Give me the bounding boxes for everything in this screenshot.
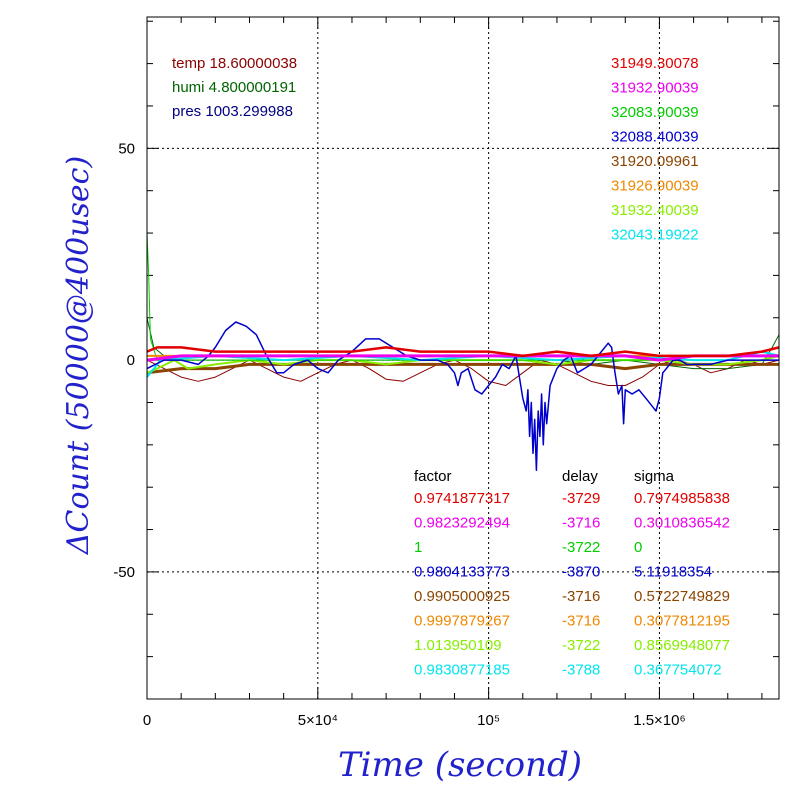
table-cell-factor: 0.9830877185 — [414, 662, 510, 679]
x-tick-label: 5×10⁴ — [298, 712, 338, 729]
table-cell-factor: 0.9741877317 — [414, 490, 510, 507]
baseline-value: 32088.40039 — [611, 129, 699, 146]
x-tick-label: 0 — [143, 712, 151, 729]
table-header-delay: delay — [562, 468, 598, 485]
baseline-value: 32083.90039 — [611, 104, 699, 121]
baseline-readout: 31949.30078 31932.90039 32083.90039 32088.4… — [611, 55, 699, 244]
table-cell-delay: -3716 — [562, 588, 600, 605]
table-cell-factor: 0.9905000925 — [414, 588, 510, 605]
data-series — [146, 232, 780, 472]
table-cell-sigma: 0.8569948077 — [634, 637, 730, 654]
table-cell-sigma: 5.11918354 — [634, 564, 712, 581]
env-readout-line: temp 18.60000038 — [172, 55, 297, 72]
table-cell-sigma: 0 — [634, 539, 642, 556]
table-cell-delay: -3722 — [562, 539, 600, 556]
table-header-factor: factor — [414, 468, 452, 485]
series-line — [146, 346, 780, 358]
x-tick-label: 10⁵ — [477, 712, 500, 729]
table-cell-delay: -3716 — [562, 515, 600, 532]
series-line — [146, 321, 779, 472]
axis-ticks — [147, 17, 779, 699]
tick-labels: 0 5×10⁴ 10⁵ 1.5×10⁶ 50 0 -50 — [113, 140, 685, 729]
baseline-value: 31932.90039 — [611, 80, 699, 97]
table-cell-delay: -3716 — [562, 613, 600, 630]
x-axis-label: Time (second) — [338, 745, 582, 785]
baseline-value: 32043.19922 — [611, 227, 699, 244]
table-cell-factor: 1 — [414, 539, 422, 556]
y-axis-label: ΔCount (50000@400usec) — [61, 156, 96, 555]
x-tick-label: 1.5×10⁶ — [633, 712, 685, 729]
table-cell-sigma: 0.5722749829 — [634, 588, 730, 605]
fit-parameter-table: factor delay sigma 0.9741877317 -3729 0.79749… — [414, 468, 730, 679]
plot-frame — [146, 16, 780, 700]
table-cell-sigma: 0.3010836542 — [634, 515, 730, 532]
y-tick-label: 50 — [118, 140, 135, 157]
table-cell-delay: -3870 — [562, 564, 600, 581]
baseline-value: 31949.30078 — [611, 55, 699, 72]
table-cell-delay: -3788 — [562, 662, 600, 679]
baseline-value: 31920.09961 — [611, 153, 699, 170]
table-cell-sigma: 0.3077812195 — [634, 613, 730, 630]
baseline-value: 31932.40039 — [611, 202, 699, 219]
table-cell-sigma: 0.367754072 — [634, 662, 722, 679]
table-header-sigma: sigma — [634, 468, 675, 485]
series-line — [146, 232, 779, 361]
table-cell-factor: 0.9823292494 — [414, 515, 510, 532]
table-cell-delay: -3722 — [562, 637, 600, 654]
table-cell-sigma: 0.7974985838 — [634, 490, 730, 507]
env-readout-line: humi 4.800000191 — [172, 79, 296, 96]
table-cell-delay: -3729 — [562, 490, 600, 507]
y-tick-label: -50 — [113, 564, 135, 581]
environment-readout: temp 18.60000038 humi 4.800000191 pres 100… — [172, 55, 297, 120]
env-readout-line: pres 1003.299988 — [172, 103, 293, 120]
baseline-value: 31926.90039 — [611, 178, 699, 195]
table-cell-factor: 1.013950109 — [414, 637, 502, 654]
table-cell-factor: 0.9804133773 — [414, 564, 510, 581]
table-cell-factor: 0.9997879267 — [414, 613, 510, 630]
y-tick-label: 0 — [127, 352, 135, 369]
